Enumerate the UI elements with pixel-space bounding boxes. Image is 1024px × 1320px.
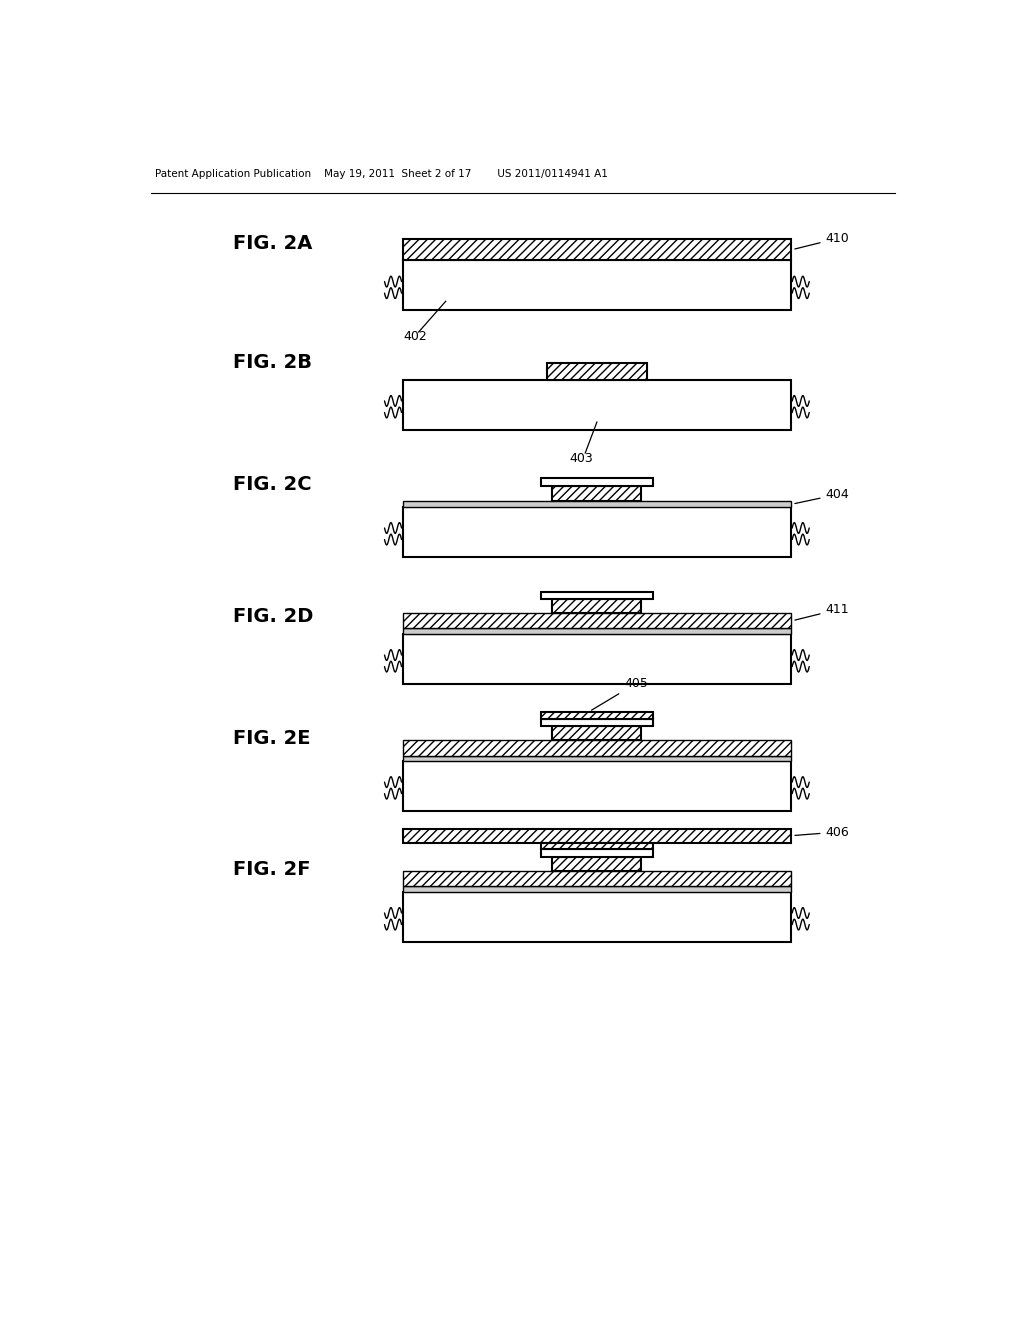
Bar [552,599,641,612]
Bar [552,726,641,741]
Bar [541,711,653,718]
Bar [403,612,791,628]
Text: FIG. 2F: FIG. 2F [232,859,310,879]
Bar [403,760,791,810]
Text: 410: 410 [795,232,849,249]
Bar [403,507,791,557]
Text: 411: 411 [795,603,849,620]
Text: FIG. 2B: FIG. 2B [232,352,311,372]
Bar [541,591,653,599]
Bar [403,628,791,634]
Bar [403,260,791,310]
Bar [403,741,791,755]
Text: FIG. 2C: FIG. 2C [232,475,311,494]
Text: 406: 406 [795,825,849,838]
Text: FIG. 2E: FIG. 2E [232,729,310,747]
Bar [403,502,791,507]
Bar [403,829,791,842]
Bar [547,363,647,380]
Bar [541,478,653,486]
Text: 403: 403 [569,453,594,465]
Text: 402: 402 [403,330,427,343]
Bar [403,239,791,260]
Text: 404: 404 [795,488,849,503]
Bar [541,842,653,850]
Bar [552,857,641,871]
Bar [403,871,791,887]
Bar [541,850,653,857]
Text: Patent Application Publication    May 19, 2011  Sheet 2 of 17        US 2011/011: Patent Application Publication May 19, 2… [155,169,608,178]
Bar [403,634,791,684]
Bar [541,718,653,726]
Text: 405: 405 [592,677,648,710]
Bar [403,892,791,942]
Bar [552,486,641,502]
Bar [403,887,791,892]
Text: FIG. 2D: FIG. 2D [232,607,313,626]
Text: FIG. 2A: FIG. 2A [232,234,312,252]
Bar [403,755,791,760]
Bar [403,380,791,430]
